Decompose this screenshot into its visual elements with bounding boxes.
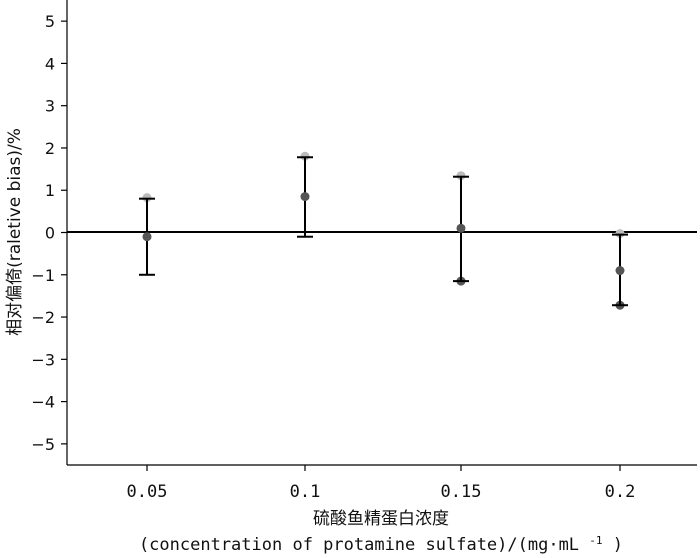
data-point — [300, 192, 310, 202]
x-tick-label: 0.15 — [441, 482, 482, 502]
y-tick-label: −5 — [31, 435, 55, 454]
y-tick-label: 0 — [45, 224, 55, 243]
x-axis-title-line2-main: (concentration of protamine sulfate)/(mg… — [139, 535, 579, 555]
y-tick-label: 5 — [45, 12, 55, 31]
y-tick-label: 4 — [45, 54, 55, 73]
y-tick-label: 3 — [45, 97, 55, 116]
x-tick-label: 0.05 — [127, 482, 168, 502]
y-tick-label: 1 — [45, 181, 55, 200]
y-tick-label: −4 — [31, 393, 55, 412]
data-point — [142, 232, 152, 242]
x-tick-label: 0.1 — [290, 482, 321, 502]
data-point — [456, 223, 466, 233]
y-axis-title: 相对偏倚(raletive bias)/% — [5, 128, 25, 336]
x-ticks: 0.05 0.1 0.15 0.2 — [127, 465, 636, 502]
x-tick-label: 0.2 — [605, 482, 636, 502]
plot-area — [66, 0, 697, 466]
data-point — [615, 266, 625, 276]
x-axis-title-sup: -1 — [589, 534, 602, 547]
y-ticks: 5 4 3 2 1 0 −1 −2 −3 −4 −5 — [31, 12, 67, 454]
data-marks — [139, 151, 628, 310]
x-axis-title-line2: (concentration of protamine sulfate)/(mg… — [139, 534, 623, 556]
y-tick-label: −1 — [31, 266, 55, 285]
x-axis-title-end: ) — [613, 535, 623, 555]
x-axis-title-line1: 硫酸鱼精蛋白浓度 — [313, 509, 449, 529]
y-tick-label: 2 — [45, 139, 55, 158]
y-tick-label: −3 — [31, 350, 55, 369]
y-tick-label: −2 — [31, 308, 55, 327]
y-axis-title-text: 相对偏倚(raletive bias)/% — [5, 128, 25, 336]
